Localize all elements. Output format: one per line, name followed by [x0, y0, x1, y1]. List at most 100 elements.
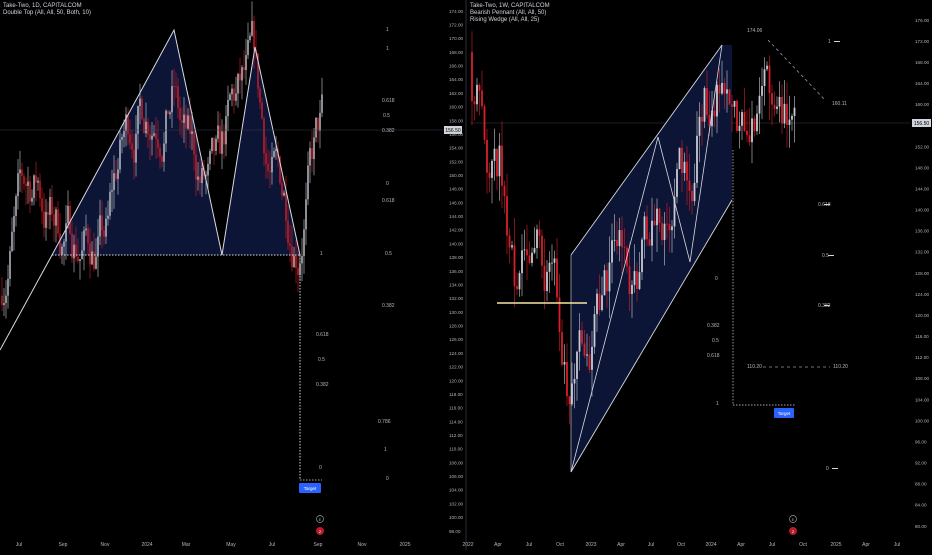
- inner-price-tick: 126.00: [449, 337, 463, 342]
- right-price-tick: 84.00: [915, 503, 927, 508]
- right-candle-body: [698, 116, 701, 136]
- left-earnings-text: E: [319, 517, 322, 522]
- right-candle-body: [793, 107, 796, 116]
- left-candle-body: [119, 139, 121, 170]
- right-candle-body: [508, 235, 511, 248]
- left-candle-body: [33, 175, 35, 198]
- left-candle-body: [85, 228, 87, 231]
- left-fib-label: 0.786: [378, 419, 391, 425]
- left-candle-body: [233, 88, 235, 101]
- right-x-tick: Oct: [799, 542, 807, 548]
- left-candle-body: [149, 134, 151, 140]
- left-candle-body: [65, 223, 67, 242]
- right-candle-body: [556, 258, 558, 298]
- right-fib-label: 1: [716, 401, 719, 407]
- inner-price-tick: 106.00: [449, 474, 463, 479]
- left-candle-body: [37, 180, 39, 183]
- right-fib-label: 0: [826, 466, 829, 472]
- right-candle-body: [516, 286, 518, 290]
- right-candle-body: [523, 249, 526, 251]
- left-candle-body: [201, 168, 203, 183]
- left-candle-body: [307, 165, 309, 200]
- inner-price-tick: 144.00: [449, 214, 463, 219]
- inner-price-tick: 174.00: [449, 9, 463, 14]
- inner-price-tick: 158.00: [449, 118, 463, 123]
- right-fib-label: 0: [715, 276, 718, 282]
- left-chart-indicator: Double Top (All, All, 50, Both, 10): [3, 10, 91, 16]
- left-candle-body: [211, 137, 213, 152]
- left-candle-body: [143, 118, 145, 134]
- left-candle-body: [303, 229, 305, 257]
- left-candle-body: [93, 251, 95, 269]
- left-candle-body: [267, 163, 269, 171]
- inner-price-tick: 154.00: [449, 146, 463, 151]
- left-pattern-fill-1: [52, 30, 222, 255]
- inner-price-tick: 160.00: [449, 105, 463, 110]
- left-candle-body: [263, 118, 265, 154]
- right-candle-body: [758, 95, 761, 114]
- left-candle-body: [275, 149, 277, 151]
- right-candle-body: [686, 161, 688, 181]
- right-candle-body: [571, 383, 573, 405]
- left-x-tick: May: [226, 542, 236, 548]
- left-candle-body: [109, 191, 111, 216]
- left-fib-label: 0: [319, 465, 322, 471]
- right-dividend-text: 2: [792, 529, 795, 534]
- inner-price-tick: 128.00: [449, 324, 463, 329]
- left-candle-body: [185, 114, 187, 129]
- right-candle-body: [521, 250, 523, 274]
- left-fib-label: 0: [386, 181, 389, 187]
- right-x-tick: Jul: [526, 542, 532, 548]
- left-fib-label: 0.618: [382, 198, 395, 204]
- left-candle-body: [181, 120, 183, 123]
- right-candle-body: [676, 169, 678, 197]
- left-candle-body: [315, 117, 317, 138]
- right-candle-body: [628, 266, 631, 295]
- left-candle-body: [147, 121, 149, 135]
- right-x-tick: 2024: [705, 542, 716, 548]
- left-candle-body: [105, 218, 107, 237]
- inner-price-tick: 150.00: [449, 173, 463, 178]
- left-candle-body: [111, 190, 113, 192]
- left-candle-body: [23, 176, 25, 184]
- right-candle-body: [618, 230, 621, 247]
- right-price-tick: 120.00: [915, 313, 929, 318]
- right-price-tick: 128.00: [915, 271, 929, 276]
- right-candle-body: [713, 110, 716, 117]
- inner-price-tick: 146.00: [449, 200, 463, 205]
- left-candle-body: [27, 181, 29, 186]
- right-price-tick: 152.00: [915, 144, 929, 149]
- right-candle-body: [533, 248, 536, 253]
- right-candle-body: [601, 295, 603, 311]
- right-price-tick: 116.00: [915, 334, 929, 339]
- right-price-tick: 172.00: [915, 39, 929, 44]
- right-candle-body: [673, 196, 676, 227]
- right-candle-body: [498, 145, 501, 177]
- right-candle-body: [643, 216, 646, 240]
- left-dividend-text: 2: [319, 529, 322, 534]
- right-candle-body: [561, 332, 563, 365]
- right-candle-body: [596, 293, 598, 315]
- left-candle-body: [229, 94, 231, 100]
- right-candle-body: [666, 223, 668, 225]
- right-price-tick: 136.00: [915, 229, 929, 234]
- inner-price-tick: 110.00: [449, 447, 463, 452]
- left-x-tick: Nov: [101, 542, 110, 548]
- left-chart-header: Take-Two, 1D, CAPITALCOM Double Top (All…: [3, 3, 91, 17]
- left-candle-body: [189, 115, 191, 134]
- left-candle-body: [165, 110, 167, 144]
- right-x-tick: Apr: [737, 542, 745, 548]
- right-chart-indicator-2: Rising Wedge (All, All, 25): [470, 17, 540, 23]
- right-price-tick: 176.00: [915, 18, 929, 23]
- left-fib-label: 0.382: [382, 128, 395, 134]
- left-candle-body: [1, 295, 3, 306]
- left-candle-body: [43, 211, 45, 228]
- inner-price-tick: 162.00: [449, 91, 463, 96]
- left-candle-body: [309, 148, 311, 166]
- right-price-tick: 92.00: [915, 461, 927, 466]
- inner-price-tick: 102.00: [449, 501, 463, 506]
- left-current-price-text: 156.50: [445, 128, 461, 134]
- right-candle-body: [496, 148, 498, 177]
- right-candle-body: [783, 103, 786, 124]
